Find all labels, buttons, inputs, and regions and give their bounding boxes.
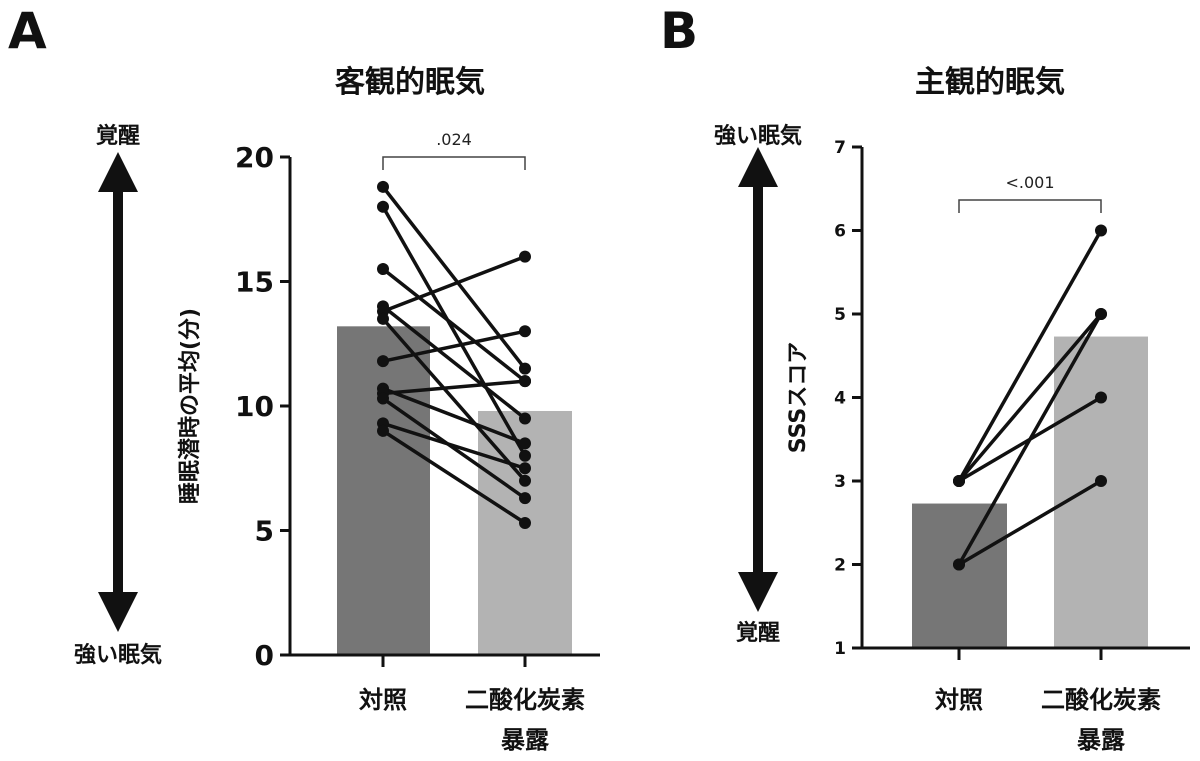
b-data-point [953, 475, 965, 487]
panel-a-title: 客観的眠気 [335, 65, 485, 100]
b-paired-line [957, 313, 1103, 566]
a-ytick-label: 5 [255, 515, 274, 548]
a-category-label: 対照 [359, 686, 407, 714]
a-category-label: 暴露 [501, 726, 550, 754]
a-ytick-label: 0 [255, 639, 274, 672]
b-bar-co2 [1054, 336, 1148, 648]
b-y-axis-label: SSSスコア [786, 342, 811, 454]
b-data-point [1095, 391, 1107, 404]
a-data-point [377, 180, 389, 193]
a-paired-line [381, 305, 527, 420]
a-ytick-label: 15 [235, 266, 274, 299]
a-data-point [519, 250, 531, 263]
a-paired-line [381, 267, 527, 383]
a-paired-line [382, 254, 526, 314]
a-paired-line [381, 185, 527, 370]
a-paired-line [382, 329, 526, 363]
a-data-point [519, 474, 531, 487]
a-ytick-label: 10 [235, 390, 274, 423]
a-data-point [519, 517, 531, 530]
a-data-point [377, 424, 389, 437]
panel-b-title: 主観的眠気 [915, 65, 1065, 100]
a-data-point [519, 325, 531, 338]
a-data-point [377, 392, 389, 405]
panel-a-letter: A [8, 2, 47, 60]
b-data-point [1095, 475, 1107, 487]
a-data-point [519, 449, 531, 462]
a-data-point [377, 355, 389, 368]
b-ytick-label: 6 [834, 222, 846, 242]
a-paired-line [381, 397, 527, 500]
b-ytick-label: 5 [834, 305, 846, 325]
a-data-point [519, 492, 531, 505]
a-category-label: 二酸化炭素 [465, 686, 585, 714]
a-significance-bracket [382, 156, 526, 170]
a-data-point [519, 362, 531, 375]
b-paired-line [957, 229, 1103, 482]
panel-b-side-top: 強い眠気 [714, 123, 802, 149]
a-bar-control [337, 326, 430, 655]
panel-a-side-top: 覚醒 [96, 123, 140, 149]
a-paired-line [381, 205, 527, 457]
b-paired-line [957, 312, 1103, 483]
a-data-point [519, 437, 531, 450]
a-y-axis-label: 睡眠潜時の平均(分) [177, 308, 203, 504]
b-pvalue-label: <.001 [1005, 173, 1054, 192]
b-paired-line [958, 479, 1102, 567]
b-data-point [1095, 224, 1107, 237]
panel-a-side-bottom: 強い眠気 [74, 642, 162, 668]
a-paired-line [382, 429, 526, 525]
a-pvalue-label: .024 [436, 130, 472, 149]
b-ytick-label: 2 [834, 556, 846, 576]
a-paired-line [382, 386, 526, 445]
a-paired-line [382, 421, 526, 470]
b-significance-bracket [958, 199, 1102, 213]
b-ytick-label: 7 [834, 138, 846, 158]
a-data-point [377, 312, 389, 325]
panel-b-side-bottom: 覚醒 [736, 620, 780, 646]
b-data-point [1095, 308, 1107, 320]
b-ytick-label: 1 [834, 639, 846, 659]
a-ytick-label: 20 [235, 141, 274, 174]
a-data-point [377, 263, 389, 276]
a-paired-line [381, 317, 527, 482]
b-bar-control [912, 503, 1007, 648]
b-category-label: 対照 [935, 686, 983, 714]
b-ytick-label: 3 [834, 472, 846, 492]
panel-b-letter: B [660, 2, 698, 60]
a-paired-line [382, 379, 526, 396]
b-data-point [953, 558, 965, 571]
b-ytick-label: 4 [834, 389, 846, 409]
a-data-point [519, 375, 531, 388]
a-data-point [519, 462, 531, 475]
b-category-label: 暴露 [1077, 726, 1126, 754]
a-data-point [519, 412, 531, 425]
a-data-point [377, 200, 389, 213]
b-category-label: 二酸化炭素 [1041, 686, 1161, 714]
